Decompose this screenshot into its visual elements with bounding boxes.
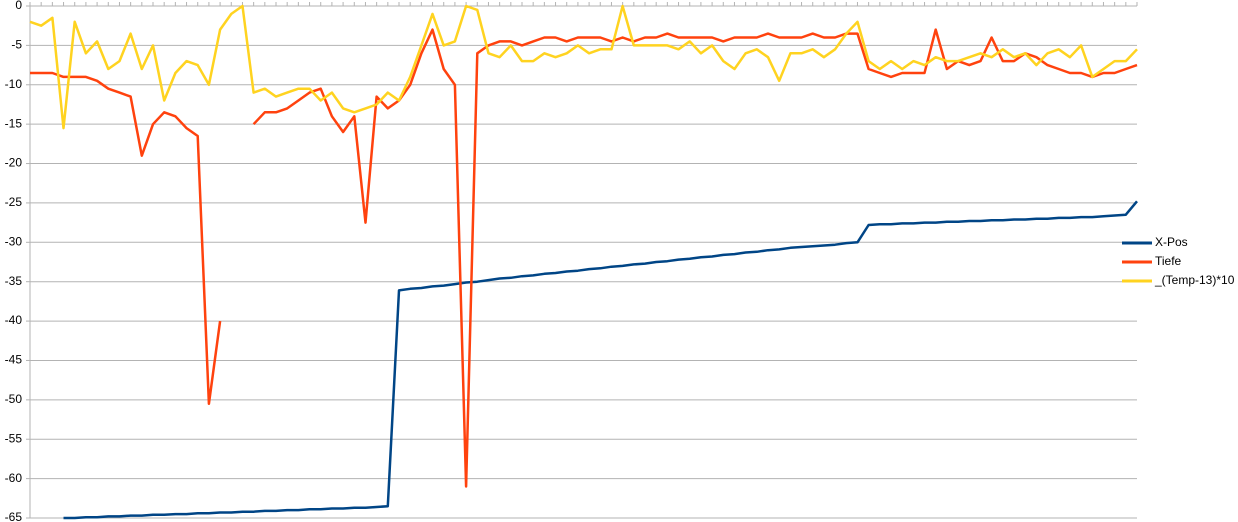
- y-tick-label: -15: [5, 116, 23, 130]
- y-tick-label: -60: [5, 471, 23, 485]
- y-tick-label: -50: [5, 392, 23, 406]
- y-tick-label: -55: [5, 431, 23, 445]
- series-line: [29, 4, 1138, 130]
- y-tick-label: -30: [5, 234, 23, 248]
- y-tick-label: -45: [5, 353, 23, 367]
- series-line: [63, 200, 1138, 520]
- y-tick-label: -25: [5, 195, 23, 209]
- y-tick-label: -40: [5, 313, 23, 327]
- y-tick-label: -5: [11, 38, 22, 52]
- legend-label: X-Pos: [1155, 235, 1188, 249]
- legend-label: Tiefe: [1155, 254, 1182, 268]
- y-tick-label: 0: [15, 0, 22, 12]
- y-tick-label: -35: [5, 274, 23, 288]
- series-line: [30, 28, 1138, 488]
- y-tick-label: -10: [5, 77, 23, 91]
- y-tick-label: -20: [5, 156, 23, 170]
- y-tick-label: -65: [5, 510, 23, 522]
- legend-label: _(Temp-13)*10: [1154, 273, 1235, 287]
